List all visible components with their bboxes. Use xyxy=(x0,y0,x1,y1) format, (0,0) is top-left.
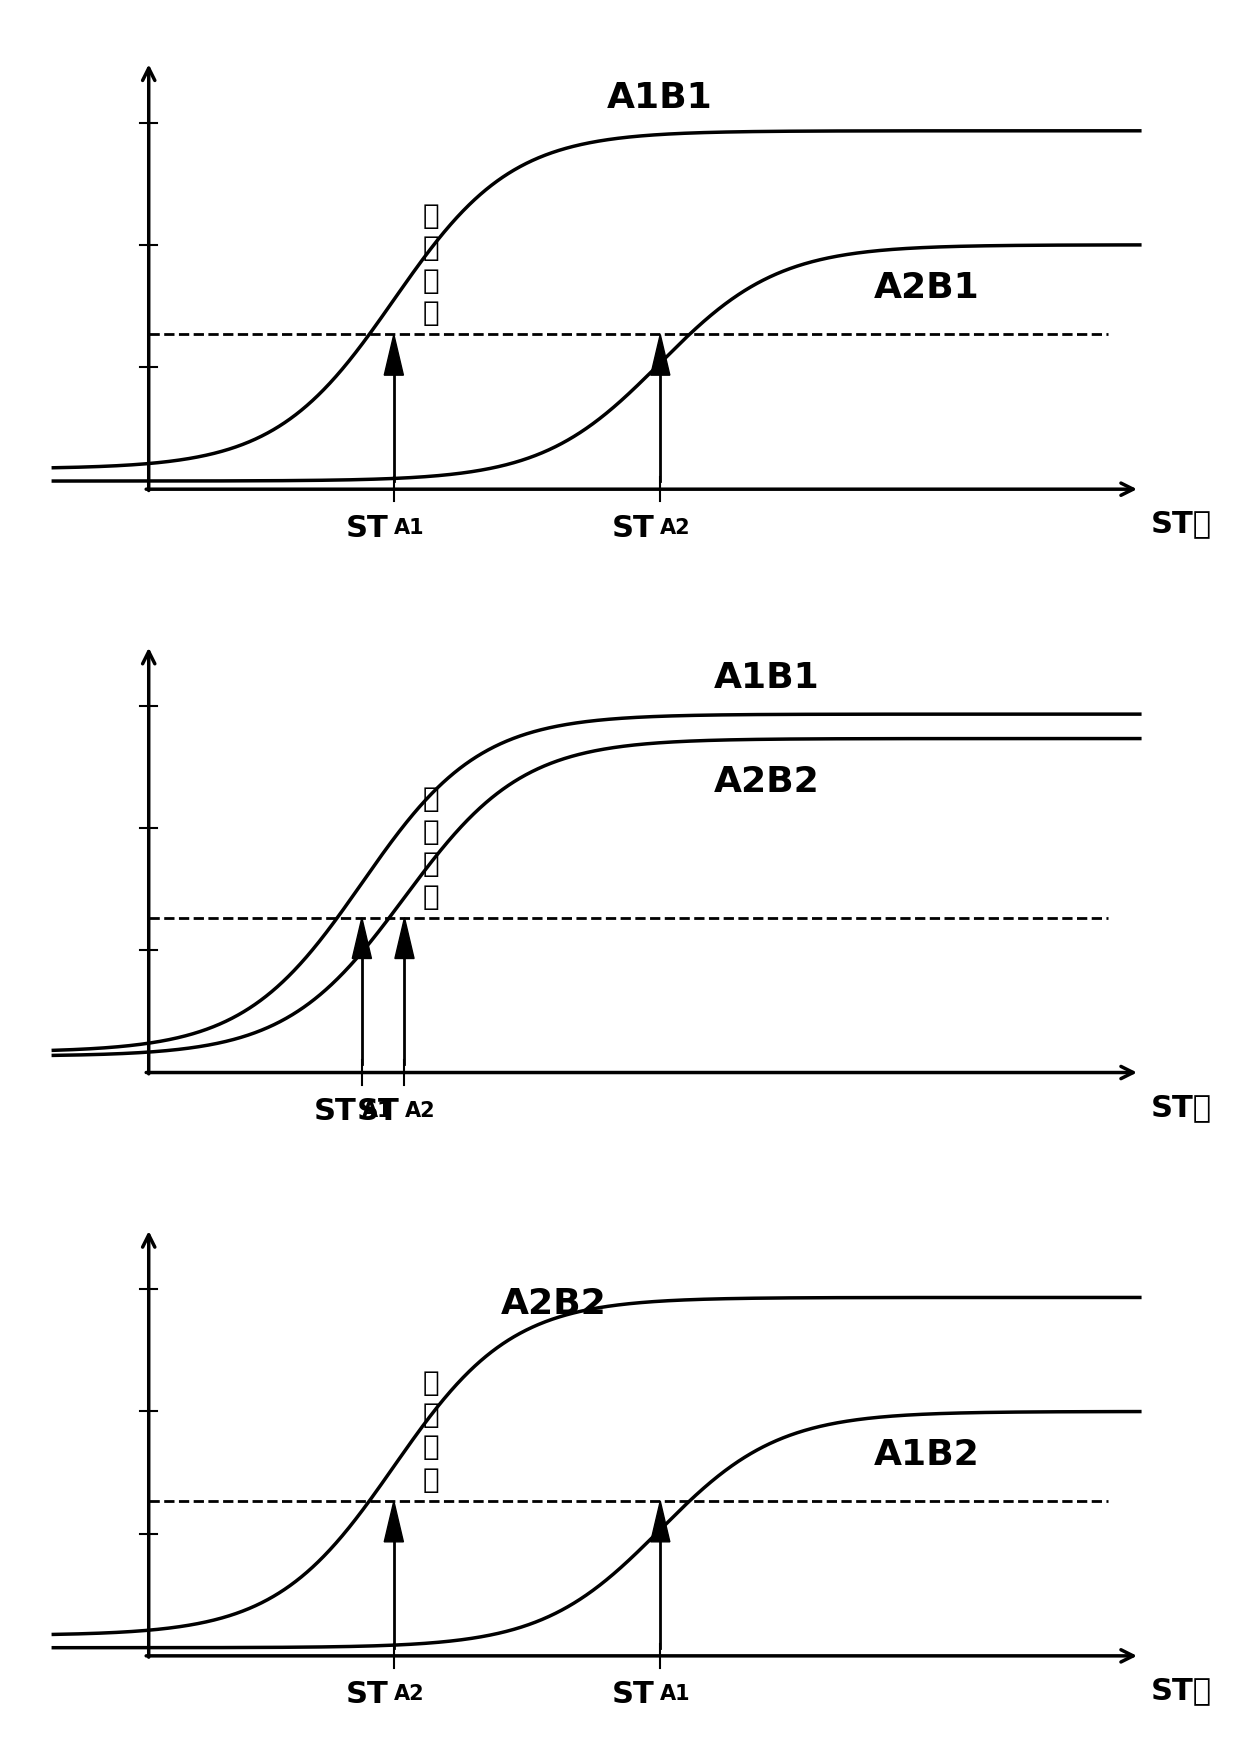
Text: ST: ST xyxy=(314,1097,357,1125)
Text: A2: A2 xyxy=(404,1101,435,1122)
Text: A2: A2 xyxy=(394,1684,424,1704)
Polygon shape xyxy=(651,1502,670,1542)
Polygon shape xyxy=(352,917,372,959)
Polygon shape xyxy=(384,1502,403,1542)
Text: ST値: ST値 xyxy=(1151,1676,1211,1704)
Polygon shape xyxy=(651,334,670,374)
Text: 荧
光
强
度: 荧 光 强 度 xyxy=(423,201,439,327)
Text: 荧
光
强
度: 荧 光 强 度 xyxy=(423,786,439,910)
Text: ST: ST xyxy=(356,1097,399,1125)
Text: 荧
光
强
度: 荧 光 强 度 xyxy=(423,1368,439,1494)
Text: ST: ST xyxy=(613,514,655,542)
Text: ST: ST xyxy=(346,1680,388,1710)
Text: A2B2: A2B2 xyxy=(713,765,820,798)
Text: ST: ST xyxy=(346,514,388,542)
Text: A1: A1 xyxy=(362,1101,393,1122)
Text: ST: ST xyxy=(613,1680,655,1710)
Text: A2B1: A2B1 xyxy=(873,271,980,306)
Polygon shape xyxy=(384,334,403,374)
Text: A2: A2 xyxy=(660,518,691,537)
Text: A1B1: A1B1 xyxy=(713,662,820,695)
Text: A2B2: A2B2 xyxy=(501,1286,606,1321)
Text: ST値: ST値 xyxy=(1151,509,1211,539)
Text: A1B1: A1B1 xyxy=(606,80,713,116)
Text: ST値: ST値 xyxy=(1151,1094,1211,1122)
Text: A1: A1 xyxy=(660,1684,691,1704)
Text: A1B2: A1B2 xyxy=(873,1438,980,1472)
Text: A1: A1 xyxy=(394,518,424,537)
Polygon shape xyxy=(394,917,414,959)
